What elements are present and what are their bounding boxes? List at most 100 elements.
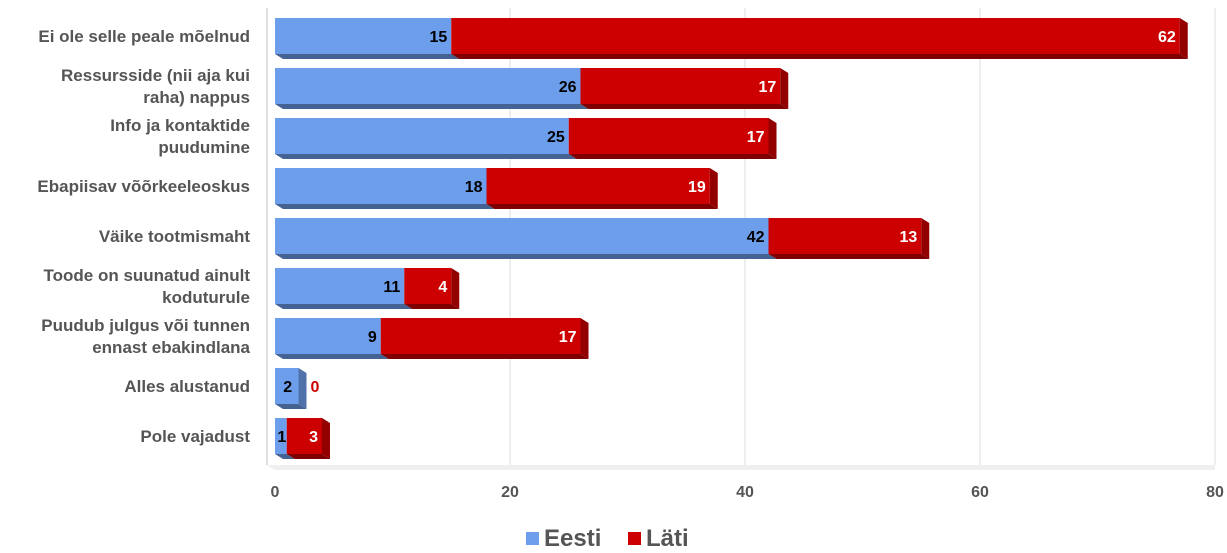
bar-depth-right — [580, 318, 589, 359]
bar-läti-1: 17 — [580, 68, 789, 109]
bar-läti-5: 4 — [404, 268, 460, 309]
category-label: Alles alustanud — [124, 377, 250, 396]
bar-front — [275, 368, 299, 404]
bar-eesti-5: 11 — [275, 268, 413, 309]
category-label: Toode on suunatud ainult koduturule — [44, 266, 251, 307]
bar-läti-3: 19 — [486, 168, 718, 209]
data-label: 0 — [311, 379, 320, 396]
data-label: 2 — [283, 379, 292, 396]
bar-läti-4: 13 — [768, 218, 930, 259]
bar-läti-6: 17 — [380, 318, 589, 359]
bar-depth-bottom — [275, 54, 460, 59]
x-tick-label: 60 — [971, 484, 989, 501]
bar-eesti-4: 42 — [275, 218, 777, 259]
legend-label-eesti: Eesti — [544, 525, 601, 552]
category-label: Puudub julgus või tunnen ennast ebakindla… — [41, 316, 250, 357]
bar-eesti-3: 18 — [275, 168, 495, 209]
category-label: Info ja kontaktide puudumine — [110, 116, 250, 157]
bar-front — [380, 318, 581, 354]
bar-depth-bottom — [286, 454, 330, 459]
bar-depth-right — [322, 418, 330, 459]
x-tick-label: 80 — [1206, 484, 1224, 501]
bar-front — [580, 68, 781, 104]
data-label: 62 — [1158, 29, 1176, 46]
bar-front — [286, 418, 322, 454]
bar-front — [275, 218, 769, 254]
x-tick-label: 0 — [271, 484, 280, 501]
bar-depth-right — [298, 368, 307, 409]
category-label: Ei ole selle peale mõelnud — [38, 27, 250, 46]
bar-depth-bottom — [580, 104, 789, 109]
chart-floor — [267, 465, 1215, 470]
data-label: 13 — [899, 229, 917, 246]
bar-front — [451, 18, 1180, 54]
data-label: 15 — [429, 29, 447, 46]
bar-depth-bottom — [275, 454, 295, 459]
data-label: 11 — [383, 279, 400, 296]
x-tick-label: 40 — [736, 484, 754, 501]
bar-eesti-7: 2 — [275, 368, 307, 409]
bar-depth-bottom — [486, 204, 718, 209]
legend-swatch-läti — [628, 532, 641, 545]
x-tick-label: 20 — [501, 484, 519, 501]
category-label: Ebapiisav võõrkeeleoskus — [37, 177, 250, 196]
bar-depth-bottom — [275, 104, 589, 109]
bar-front — [275, 168, 487, 204]
bar-front — [275, 68, 581, 104]
bar-eesti-2: 25 — [275, 118, 577, 159]
category-labels: Ei ole selle peale mõelnud Ressursside (n… — [37, 27, 250, 446]
bar-depth-right — [768, 118, 777, 159]
bar-front — [275, 418, 287, 454]
bar-läti-0: 62 — [451, 18, 1188, 59]
bar-depth-bottom — [275, 254, 777, 259]
bar-depth-right — [709, 168, 718, 209]
bar-läti-7: 0 — [311, 379, 320, 396]
bar-eesti-0: 15 — [275, 18, 460, 59]
bar-depth-bottom — [275, 304, 413, 309]
legend-label-läti: Läti — [646, 525, 689, 552]
bar-front — [486, 168, 710, 204]
data-label: 26 — [559, 79, 577, 96]
bar-läti-2: 17 — [568, 118, 777, 159]
bar-depth-bottom — [275, 354, 389, 359]
bar-eesti-6: 9 — [275, 318, 389, 359]
data-label: 18 — [465, 179, 483, 196]
data-label: 3 — [309, 429, 318, 446]
bar-front — [275, 18, 452, 54]
data-label: 17 — [758, 79, 776, 96]
bar-eesti-1: 26 — [275, 68, 589, 109]
data-label: 9 — [368, 329, 377, 346]
bar-depth-bottom — [768, 254, 930, 259]
data-label: 25 — [547, 129, 565, 146]
bar-depth-right — [1179, 18, 1188, 59]
bar-depth-bottom — [568, 154, 777, 159]
data-label: 17 — [559, 329, 577, 346]
bar-front — [568, 118, 769, 154]
data-label: 42 — [747, 229, 765, 246]
bar-depth-right — [921, 218, 930, 259]
bar-depth-bottom — [380, 354, 589, 359]
data-label: 4 — [438, 279, 447, 296]
bar-front — [275, 118, 569, 154]
bar-depth-right — [451, 268, 460, 309]
bar-depth-bottom — [451, 54, 1188, 59]
data-label: 1 — [277, 429, 286, 446]
data-label: 19 — [688, 179, 706, 196]
bar-depth-right — [780, 68, 789, 109]
category-label: Pole vajadust — [140, 427, 250, 446]
bar-depth-bottom — [275, 204, 495, 209]
category-label: Väike tootmismaht — [99, 227, 250, 246]
legend-swatch-eesti — [526, 532, 539, 545]
category-label: Ressursside (nii aja kui raha) nappus — [61, 66, 250, 107]
bar-depth-bottom — [404, 304, 460, 309]
bar-front — [275, 268, 405, 304]
legend: Eesti Läti — [526, 525, 689, 552]
bar-front — [768, 218, 922, 254]
bar-front — [404, 268, 452, 304]
bar-depth-bottom — [275, 404, 307, 409]
bar-eesti-8: 1 — [275, 418, 295, 459]
bar-depth-bottom — [275, 154, 577, 159]
data-label: 17 — [747, 129, 765, 146]
